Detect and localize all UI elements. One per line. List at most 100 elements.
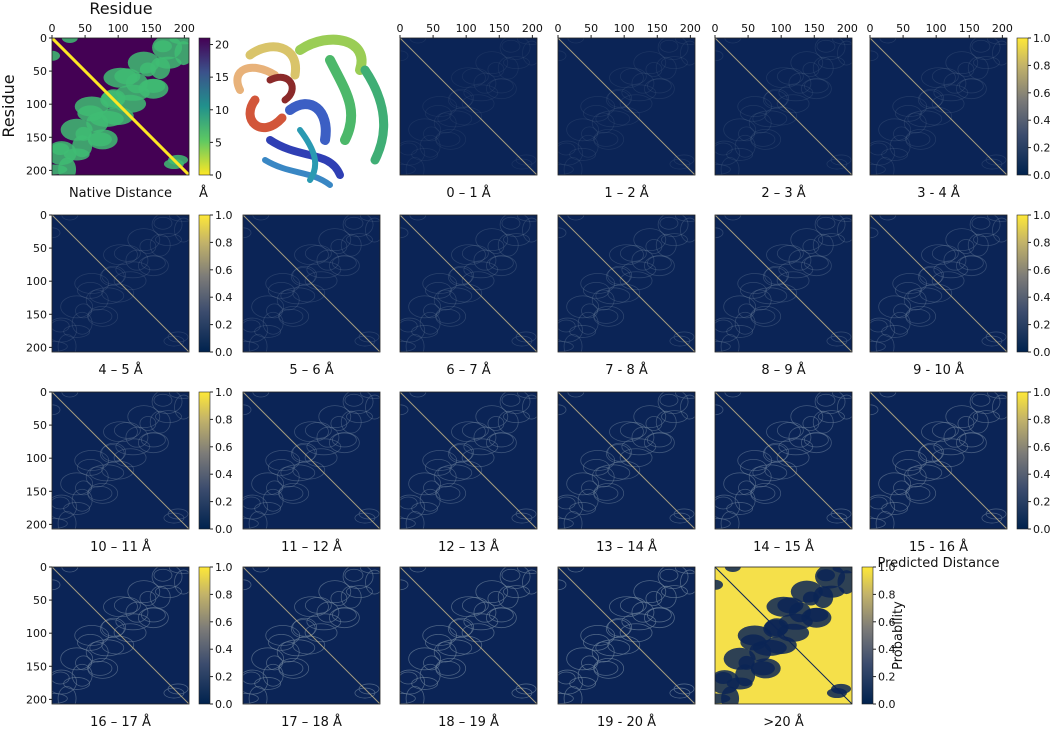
y-tick-label: 150 bbox=[26, 485, 47, 498]
diagonal bbox=[52, 567, 189, 704]
heatmap-texture bbox=[655, 233, 677, 257]
heatmap-texture bbox=[360, 567, 380, 574]
heatmap-texture bbox=[515, 331, 537, 343]
heatmap-texture bbox=[52, 496, 70, 510]
heatmap-texture bbox=[463, 84, 499, 102]
heatmap-texture bbox=[167, 508, 189, 520]
heatmap-texture bbox=[243, 319, 261, 333]
heatmap-texture bbox=[461, 448, 495, 468]
heatmap-texture bbox=[473, 601, 497, 623]
heatmap-texture bbox=[788, 426, 812, 448]
heatmap-texture bbox=[76, 281, 104, 299]
heatmap-texture bbox=[558, 669, 583, 695]
heatmap-texture bbox=[433, 112, 457, 134]
heatmap-texture bbox=[400, 50, 409, 62]
diagonal bbox=[558, 215, 695, 352]
heatmap-texture bbox=[981, 335, 1003, 347]
heatmap-texture bbox=[567, 215, 585, 221]
heatmap-texture bbox=[99, 267, 125, 287]
heatmap-texture bbox=[155, 585, 182, 599]
heatmap-texture bbox=[408, 118, 442, 142]
frame bbox=[557, 566, 696, 705]
heatmap-texture bbox=[127, 51, 160, 74]
heatmap-texture bbox=[488, 255, 514, 271]
heatmap-texture bbox=[451, 596, 486, 618]
heatmap-texture bbox=[776, 448, 810, 468]
heatmap-texture bbox=[405, 334, 425, 352]
heatmap-texture bbox=[316, 601, 340, 623]
heatmap-texture bbox=[75, 303, 92, 319]
frame bbox=[51, 566, 190, 705]
heatmap-texture bbox=[433, 466, 457, 488]
heatmap-texture bbox=[967, 410, 989, 434]
heatmap-texture bbox=[243, 494, 268, 520]
heatmap-texture bbox=[593, 131, 619, 147]
heatmap-texture bbox=[582, 281, 610, 299]
heatmap-texture bbox=[566, 472, 600, 496]
frame bbox=[714, 37, 853, 176]
heatmap-texture bbox=[967, 56, 989, 80]
heatmap-texture bbox=[892, 96, 928, 117]
y-tick-label: 100 bbox=[26, 627, 47, 640]
heatmap-texture bbox=[563, 334, 583, 352]
heatmap-texture bbox=[750, 305, 782, 327]
heatmap-texture bbox=[558, 317, 583, 343]
heatmap-texture bbox=[967, 233, 989, 257]
heatmap-texture bbox=[294, 244, 329, 266]
heatmap-texture bbox=[631, 426, 655, 448]
heatmap-texture bbox=[497, 233, 519, 257]
heatmap-texture bbox=[517, 392, 537, 399]
heatmap-texture bbox=[715, 518, 731, 529]
heatmap-texture bbox=[503, 410, 530, 424]
heatmap-texture bbox=[243, 227, 252, 239]
colorbar-tick-label: 0.2 bbox=[215, 496, 233, 509]
heatmap-texture bbox=[609, 67, 644, 89]
y-tick-label: 0 bbox=[40, 32, 47, 45]
heatmap-texture bbox=[558, 164, 574, 175]
x-tick-label: 150 bbox=[141, 22, 162, 35]
heatmap-texture bbox=[945, 228, 979, 252]
y-axis-label: Residue bbox=[0, 74, 18, 137]
heatmap-texture bbox=[330, 239, 348, 254]
heatmap-texture bbox=[61, 392, 79, 398]
heatmap-texture bbox=[607, 283, 641, 303]
frame bbox=[51, 37, 190, 176]
heatmap-texture bbox=[766, 67, 801, 89]
heatmap-texture bbox=[278, 482, 310, 504]
heatmap-texture bbox=[879, 215, 897, 221]
heatmap-texture bbox=[74, 450, 110, 471]
heatmap bbox=[558, 567, 695, 704]
heatmap-texture bbox=[577, 488, 599, 512]
heatmap-texture bbox=[294, 421, 329, 443]
heatmap-texture bbox=[243, 496, 261, 510]
heatmap-texture bbox=[748, 112, 772, 134]
heatmap-texture bbox=[748, 466, 772, 488]
heatmap-texture bbox=[715, 164, 731, 175]
heatmap-texture bbox=[52, 319, 70, 333]
heatmap-texture bbox=[422, 273, 458, 294]
heatmap-texture bbox=[85, 641, 109, 663]
heatmap-texture bbox=[605, 444, 631, 464]
heatmap-texture bbox=[113, 271, 147, 291]
heatmap-texture bbox=[475, 51, 509, 75]
heatmap-texture bbox=[609, 244, 644, 266]
panel-caption: 11 – 12 Å bbox=[281, 539, 342, 555]
heatmap-texture bbox=[306, 438, 342, 456]
colorbar bbox=[1016, 214, 1029, 353]
heatmap-texture bbox=[511, 158, 533, 170]
heatmap-texture bbox=[605, 267, 631, 287]
heatmap-texture bbox=[645, 62, 663, 77]
heatmap-texture bbox=[461, 623, 495, 643]
heatmap-texture bbox=[71, 311, 93, 335]
frame bbox=[51, 391, 190, 530]
heatmap-texture bbox=[715, 671, 733, 684]
heatmap-texture bbox=[800, 78, 832, 100]
heatmap-texture bbox=[830, 331, 852, 343]
heatmap-texture bbox=[137, 432, 169, 454]
heatmap-texture bbox=[766, 421, 801, 443]
heatmap-texture bbox=[316, 426, 340, 448]
diagonal bbox=[715, 38, 852, 175]
heatmap-texture bbox=[475, 580, 509, 604]
heatmap-texture bbox=[344, 568, 364, 582]
heatmap-texture bbox=[447, 619, 473, 639]
